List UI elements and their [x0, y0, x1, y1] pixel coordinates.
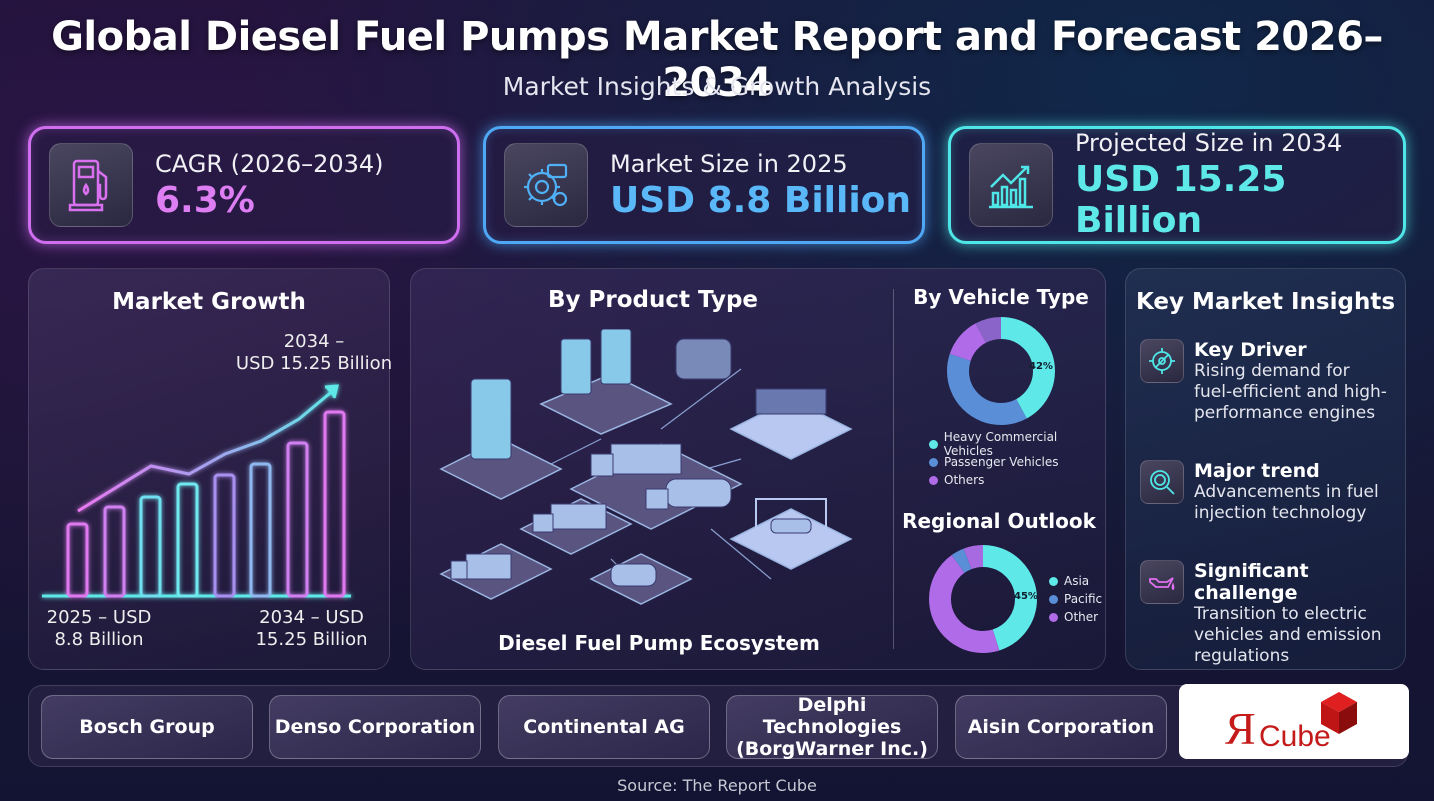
legend-dot [929, 457, 938, 467]
projected-size-value: USD 15.25 Billion [1075, 159, 1287, 241]
legend-dot [1049, 594, 1058, 604]
page-title: Global Diesel Fuel Pumps Market Report a… [51, 14, 1383, 106]
insights-title: Key Market Insights [1135, 289, 1396, 315]
insight-key-driver: Key Driver Rising demand for fuel-effici… [1140, 339, 1387, 424]
product-type-panel: By Product Type [410, 268, 1106, 670]
legend-dot [1049, 576, 1058, 586]
legend-item: Others [929, 471, 1105, 489]
cube-icon [1321, 692, 1357, 734]
company-continental: Continental AG [498, 695, 710, 759]
key-insights-panel: Key Market Insights Key Driver Rising de… [1125, 268, 1406, 670]
cagr-label: CAGR (2026–2034) [155, 149, 384, 178]
start-annotation: 2025 – USD 8.8 Billion [46, 607, 152, 650]
company-denso: Denso Corporation [269, 695, 481, 759]
market-growth-panel: Market Growth 2034 – USD 15.25 Billion [28, 268, 392, 670]
market-size-value: USD 8.8 Billion [610, 179, 912, 221]
regional-outlook-title: Regional Outlook [902, 509, 1096, 533]
report-cube-logo: Я Cube [1179, 684, 1409, 759]
page-subtitle: Market Insights & Growth Analysis [502, 72, 932, 101]
logo-letter: Я [1225, 703, 1256, 754]
legend-item: Asia [1049, 572, 1102, 590]
magnifier-icon [1140, 460, 1184, 504]
vehicle-type-donut [947, 317, 1055, 425]
legend-item: Passenger Vehicles [929, 453, 1105, 471]
market-size-label: Market Size in 2025 [610, 149, 848, 178]
source-note: Source: The Report Cube [617, 776, 817, 795]
cagr-value: 6.3% [155, 179, 255, 221]
legend-dot [1049, 612, 1058, 622]
market-growth-title: Market Growth [112, 289, 306, 315]
company-delphi: Delphi Technologies (BorgWarner Inc.) [726, 694, 938, 760]
company-aisin: Aisin Corporation [955, 695, 1167, 759]
market-size-card: Market Size in 2025 USD 8.8 Billion [483, 126, 925, 244]
vehicle-type-title: By Vehicle Type [913, 285, 1089, 309]
market-growth-chart [42, 384, 351, 598]
regional-highlight-label: 45% [1014, 591, 1038, 602]
growth-chart-icon [969, 143, 1053, 227]
projected-size-label: Projected Size in 2034 [1075, 129, 1343, 157]
legend-item: Other [1049, 608, 1102, 626]
regional-donut [929, 545, 1037, 653]
logo-text: Cube [1259, 720, 1331, 753]
end-annotation: 2034 – USD 15.25 Billion [255, 607, 368, 650]
ecosystem-illustration [439, 329, 853, 605]
ecosystem-caption: Diesel Fuel Pump Ecosystem [498, 631, 820, 655]
legend-dot [929, 475, 938, 485]
cagr-card: CAGR (2026–2034) 6.3% [28, 126, 460, 244]
gear-engine-icon [504, 143, 588, 227]
vehicle-highlight-label: 42% [1029, 361, 1053, 372]
regional-legend: Asia Pacific Other [1049, 572, 1102, 626]
legend-dot [929, 439, 938, 449]
legend-item: Heavy Commercial Vehicles [929, 430, 1105, 458]
legend-item: Pacific [1049, 590, 1102, 608]
company-bosch: Bosch Group [41, 695, 253, 759]
insight-major-trend: Major trend Advancements in fuel injecti… [1140, 460, 1379, 524]
top-annotation: 2034 – USD 15.25 Billion [235, 331, 393, 374]
panel-divider [893, 289, 894, 649]
gear-wrench-icon [1140, 339, 1184, 383]
insight-significant-challenge: Significant challenge Transition to elec… [1140, 560, 1405, 667]
product-type-title: By Product Type [547, 287, 759, 313]
vehicle-legend: Heavy Commercial Vehicles Passenger Vehi… [929, 430, 1105, 489]
fuel-pump-icon [49, 143, 133, 227]
projected-size-card: Projected Size in 2034 USD 15.25 Billion [948, 126, 1406, 244]
companies-strip: Bosch Group Denso Corporation Continenta… [28, 685, 1408, 767]
oil-can-icon [1140, 560, 1184, 604]
